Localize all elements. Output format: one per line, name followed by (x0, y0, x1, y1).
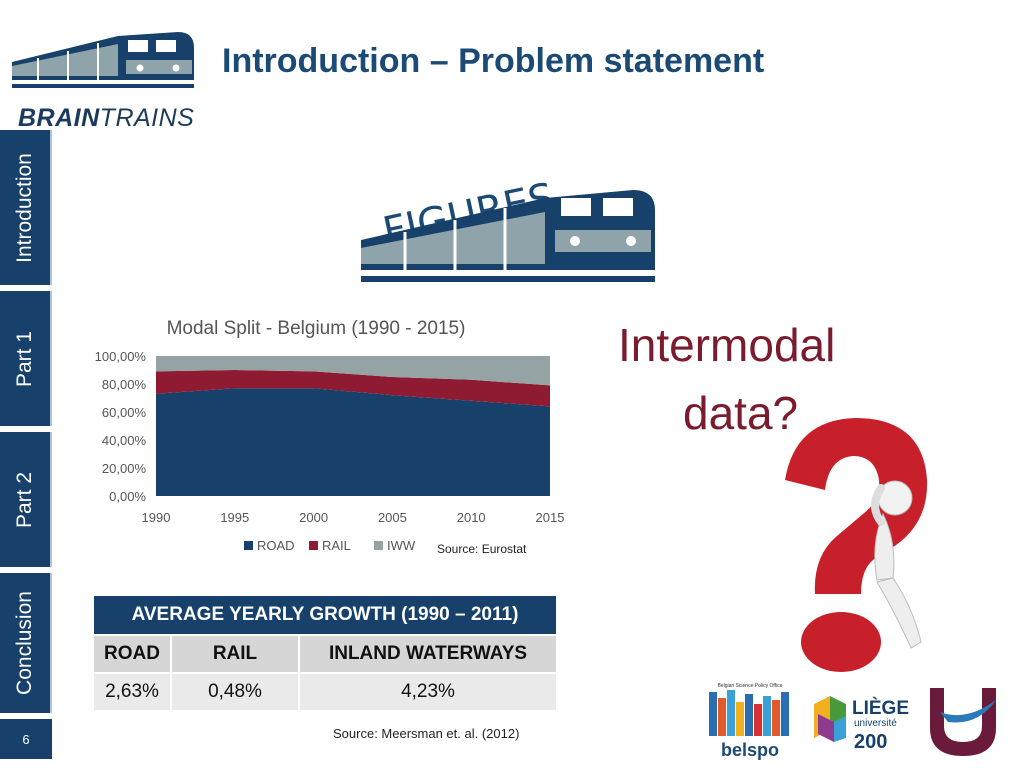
legend-label-rail: RAIL (322, 538, 351, 553)
page-title: Introduction – Problem statement (222, 42, 765, 80)
table-value-iww: 4,23% (298, 672, 558, 712)
belspo-name: belspo (721, 740, 779, 760)
y-tick-label: 100,00% (95, 349, 147, 364)
y-tick-label: 20,00% (102, 461, 147, 476)
x-tick-label: 1995 (220, 510, 249, 525)
sidebar-tab-part-1[interactable]: Part 1 (0, 291, 52, 426)
sidebar-tab-introduction[interactable]: Introduction (0, 130, 52, 285)
figure-body (874, 512, 895, 581)
area-series-road (156, 388, 550, 496)
sidebar-tab-conclusion[interactable]: Conclusion (0, 573, 52, 713)
legend-swatch-rail (309, 541, 318, 550)
liege-sub: université (854, 718, 897, 729)
sidebar-tab-label: Part 1 (13, 330, 36, 387)
table-value-road: 2,63% (92, 672, 172, 712)
growth-table: AVERAGE YEARLY GROWTH (1990 – 2011) ROAD… (92, 594, 558, 712)
legend-swatch-road (244, 541, 253, 550)
liege-anniversary: 200 (854, 731, 887, 752)
legend-label-iww: IWW (387, 538, 416, 553)
x-tick-label: 1990 (142, 510, 171, 525)
question-mark-dot (801, 612, 881, 672)
belspo-logo: Belgian Science Policy Office belspo (709, 683, 789, 760)
x-tick-label: 2005 (378, 510, 407, 525)
figure-arm (871, 484, 885, 526)
table-header-rail: RAIL (170, 634, 300, 674)
figure-leg (876, 577, 922, 649)
y-tick-label: 0,00% (109, 489, 146, 504)
question-line-1: Intermodal (618, 319, 836, 371)
table-header-road: ROAD (92, 634, 172, 674)
x-tick-label: 2010 (457, 510, 486, 525)
legend-label-road: ROAD (257, 538, 295, 553)
y-tick-label: 60,00% (102, 405, 147, 420)
x-tick-label: 2015 (536, 510, 565, 525)
question-mark-figure (785, 418, 928, 672)
question-mark-shape (785, 418, 928, 594)
figures-train-graphic: FIGURES (361, 175, 655, 282)
belspo-caption: Belgian Science Policy Office (718, 683, 783, 689)
liege-name: LIÈGE (852, 697, 909, 719)
logo-wordmark: BRAINTRAINS (18, 104, 195, 132)
table-row: ROAD RAIL INLAND WATERWAYS (92, 634, 558, 674)
modal-split-chart: Modal Split - Belgium (1990 - 2015) 0,00… (95, 318, 565, 553)
sidebar-tab-label: Part 2 (13, 471, 36, 528)
legend-swatch-iww (374, 541, 383, 550)
train-logo-icon (12, 32, 194, 88)
liege-university-logo: LIÈGE université 200 (814, 696, 909, 752)
area-series-rail (156, 370, 550, 407)
table-source: Source: Meersman et. al. (2012) (333, 726, 520, 741)
chart-title: Modal Split - Belgium (1990 - 2015) (167, 318, 466, 339)
table-row: 2,63% 0,48% 4,23% (92, 672, 558, 712)
braintrains-logo: BRAINTRAINS (8, 18, 198, 132)
sidebar-tab-label: Introduction (13, 152, 36, 263)
growth-table-title: AVERAGE YEARLY GROWTH (1990 – 2011) (92, 594, 558, 636)
sidebar-tab-part-2[interactable]: Part 2 (0, 432, 52, 567)
table-header-iww: INLAND WATERWAYS (298, 634, 558, 674)
y-tick-label: 40,00% (102, 433, 147, 448)
question-line-2: data? (683, 387, 799, 439)
y-tick-label: 80,00% (102, 377, 147, 392)
chart-source: Source: Eurostat (437, 542, 527, 556)
page-number: 6 (0, 719, 52, 759)
x-tick-label: 2000 (299, 510, 328, 525)
area-series-iww (156, 356, 550, 386)
sidebar-tab-label: Conclusion (13, 591, 36, 695)
sidebar: Introduction Part 1 Part 2 Conclusion 6 (0, 130, 52, 768)
university-crest-logo (930, 688, 996, 756)
table-value-rail: 0,48% (170, 672, 300, 712)
